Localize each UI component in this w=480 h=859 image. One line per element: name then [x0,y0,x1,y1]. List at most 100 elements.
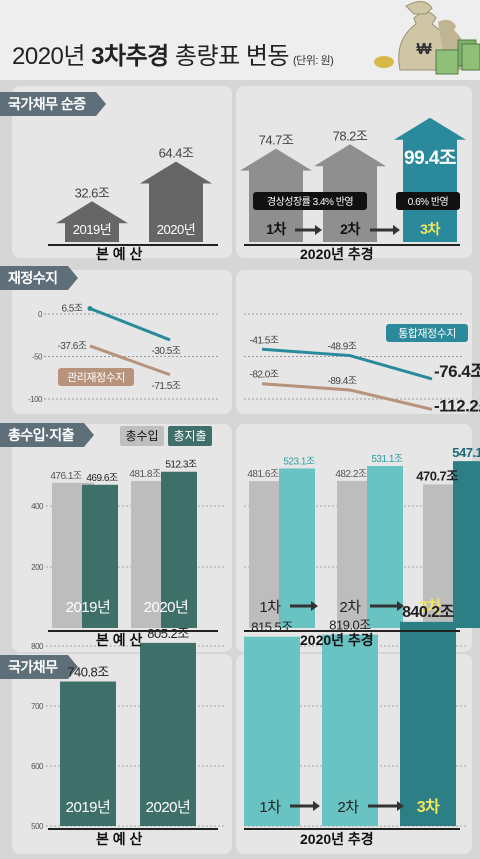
section-label-national-debt: 국가채무 [0,655,77,679]
balance-label-0-2: -41.5조 [250,335,279,346]
expenditure-label-2: 523.1조 [283,456,315,467]
annotation-box-2 [396,192,460,210]
money-bag-icon: ₩ [374,1,480,75]
expenditure-bar-4 [453,461,480,628]
net-debt-arrow-2to3-head [393,225,400,235]
debt-ytick-0: 500 [31,822,44,831]
net-debt-arrow-4 [394,117,466,242]
balance-label-0-1: -30.5조 [152,346,181,357]
balance-line-0-0 [89,307,171,342]
rev-arrow-2to3-head [397,601,404,611]
group-label-main-3: 본 예 산 [96,831,143,847]
expenditure-bar-1 [161,471,197,628]
net-debt-arrow-1to2-head [315,225,322,235]
revenue-label-3: 482.2조 [335,469,367,480]
revenue-label-0: 476.1조 [50,471,82,482]
debt-bar-4 [400,621,456,826]
debt-bar-2 [244,636,300,826]
expenditure-label-3: 531.1조 [371,454,403,465]
net-debt-round-0: 1차 [266,221,286,237]
debt-ytick-3: 800 [31,642,44,651]
baseline-net-debt-supp [244,244,460,246]
rev-round-2: 3차 [419,598,442,616]
annotation-box-1 [253,192,367,210]
group-label-main-1: 본 예 산 [96,246,143,262]
balance-line-1-1 [261,382,433,411]
rev-period-1: 2020년 [144,599,189,616]
legend-expenditure: 총지출 [168,426,212,446]
rev-ytick-0: 200 [31,563,44,572]
debt-period-0: 2019년 [66,799,111,816]
debt-arrow-2to3-head [397,801,404,811]
rev-arrow-1to2-head [311,601,318,611]
debt-label-3: 819.0조 [329,618,371,633]
net-debt-round-2: 3차 [420,221,440,237]
baseline-rev-supp [244,630,460,632]
net-debt-period-1: 2020년 [157,222,195,237]
balance-label-1-0: -37.6조 [58,341,87,352]
balance-point-0-0 [87,305,93,311]
expenditure-label-0: 469.6조 [86,473,118,484]
baseline-debt-main [48,828,218,830]
rev-ytick-1: 400 [31,502,44,511]
legend-box-managed [58,368,134,386]
debt-round-0: 1차 [259,799,281,816]
balance-ytick-2: -100 [28,395,43,404]
balance-label-1-4: -112.2조 [434,396,480,415]
revenue-label-1: 481.8조 [129,469,161,480]
group-label-main-2: 본 예 산 [96,632,143,648]
debt-period-1: 2020년 [146,799,191,816]
net-debt-round-1: 2차 [340,221,360,237]
balance-line-1-0 [89,344,171,377]
panel-balance-main [12,270,232,414]
legend-box-integrated [386,324,468,342]
balance-ytick-0: 0 [38,310,43,319]
expenditure-bar-0 [82,484,118,628]
page-title: 2020년 3차추경 총량표 변동 (단위: 원) [12,43,334,70]
debt-label-2: 815.5조 [251,620,293,635]
group-label-supp-2: 2020년 추경 [300,632,374,648]
section-label-net-debt: 국가채무 순증 [0,92,106,116]
rev-round-1: 2차 [339,599,361,616]
net-debt-value-2: 74.7조 [259,133,294,148]
rev-round-0: 1차 [259,599,281,616]
net-debt-arrow-1 [140,161,212,242]
expenditure-label-1: 512.3조 [165,460,197,471]
balance-label-1-3: -89.4조 [328,376,357,387]
debt-bar-3 [322,634,378,826]
balance-label-1-1: -71.5조 [152,381,181,392]
section-label-fiscal-balance: 재정수지 [0,266,77,290]
legend-revenue: 총수입 [120,426,164,446]
balance-label-1-2: -82.0조 [250,370,279,381]
revenue-label-4: 470.7조 [416,468,458,483]
net-debt-value-3: 78.2조 [333,128,368,143]
annotation-text-2: 0.6% 반영 [408,196,448,208]
legend-text-managed: 관리재정수지 [67,371,125,384]
balance-label-0-4: -76.4조 [434,362,480,381]
revenue-label-2: 481.6조 [247,469,279,480]
debt-round-2: 3차 [417,798,440,816]
legend-text-integrated: 통합재정수지 [398,327,456,340]
net-debt-value-0: 32.6조 [75,185,110,200]
net-debt-arrow-0 [56,201,128,242]
expenditure-label-4: 547.1조 [452,445,480,460]
balance-ytick-1: -50 [32,353,43,362]
net-debt-value-4: 99.4조 [404,148,456,169]
debt-ytick-1: 600 [31,762,44,771]
expenditure-bar-2 [279,468,315,628]
debt-label-1: 805.2조 [147,626,189,641]
baseline-net-debt-main [48,244,218,246]
debt-round-1: 2차 [337,799,359,816]
debt-bar-0 [60,681,116,826]
section-label-revenue-expenditure: 총수입·지출 [0,423,95,447]
balance-line-0-1 [261,347,433,381]
baseline-rev-main [48,630,218,632]
debt-bar-1 [140,642,196,826]
annotation-text-1: 경상성장률 3.4% 반영 [267,195,353,208]
debt-label-0: 740.8조 [67,665,109,680]
debt-ytick-2: 700 [31,702,44,711]
group-label-supp-1: 2020년 추경 [300,246,374,262]
baseline-debt-supp [244,828,460,830]
balance-label-0-0: 6.5조 [61,303,82,314]
